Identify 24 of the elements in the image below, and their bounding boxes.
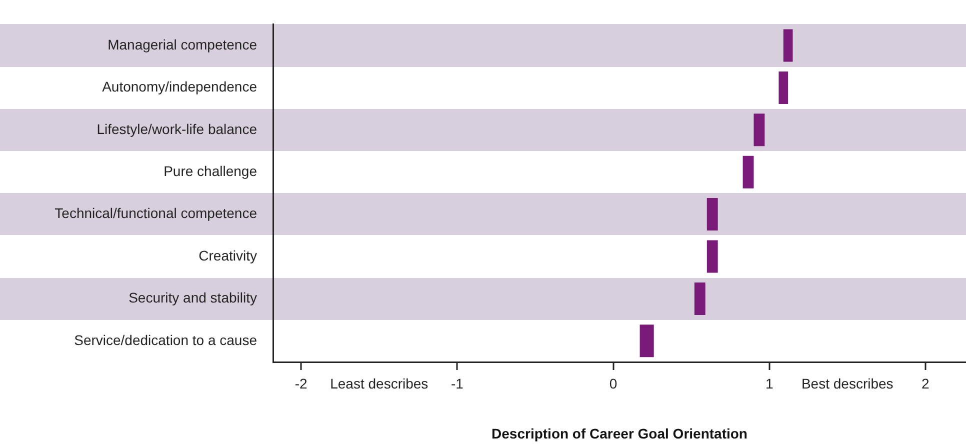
y-tick-label: Lifestyle/work-life balance — [96, 120, 258, 137]
bar — [783, 29, 793, 62]
x-tick-label: -2 — [294, 375, 308, 392]
y-tick-label: Security and stability — [128, 290, 257, 306]
y-tick-label: Managerial competence — [108, 36, 258, 52]
bar — [706, 240, 718, 273]
bar — [640, 324, 654, 358]
x-tick-label: 0 — [609, 375, 618, 392]
bar — [742, 156, 754, 188]
bar — [754, 114, 765, 146]
x-tick-label: 2 — [922, 375, 930, 392]
y-tick-label: Autonomy/independence — [102, 78, 258, 95]
y-tick-label: Pure challenge — [164, 162, 258, 179]
bar — [706, 198, 718, 231]
bar — [694, 282, 706, 315]
bar — [778, 71, 788, 104]
x-axis-title: Description of Career Goal Orientation — [492, 425, 748, 442]
x-tick-label: -1 — [450, 375, 464, 392]
y-tick-label: Creativity — [198, 247, 257, 264]
x-tick-label: Best describes — [801, 375, 894, 392]
y-tick-label: Technical/functional competence — [54, 205, 258, 222]
y-tick-label: Service/dedication to a cause — [74, 332, 258, 348]
x-tick-label: Least describes — [330, 375, 428, 392]
x-tick-label: 1 — [765, 375, 774, 392]
